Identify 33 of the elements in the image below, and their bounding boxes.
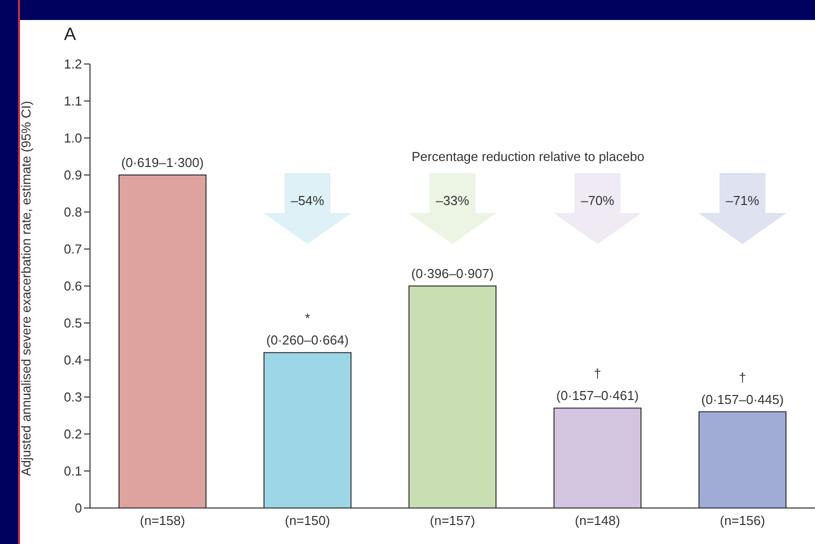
annotation: (0·396–0·907) (411, 266, 494, 281)
annotation: (0·157–0·445) (701, 392, 784, 407)
annotation: (0·157–0·461) (556, 388, 639, 404)
chart-title: A (64, 24, 76, 45)
y-tick-label: 0.6 (64, 278, 82, 294)
x-tick-label: (n=157) (430, 513, 476, 528)
y-axis-title: Adjusted annualised severe exacerbation rate, estimate (95% CI) (18, 100, 34, 476)
annotation: Percentage reduction relative to placebo (410, 149, 646, 164)
annotation: † (594, 366, 602, 382)
y-tick-label: 0 (74, 500, 82, 516)
x-tick-label: (n=148) (574, 513, 620, 528)
annotation: † (738, 370, 746, 385)
y-tick-label: 0.3 (64, 390, 82, 405)
annotation: –71% (726, 193, 760, 208)
annotation: –70% (580, 193, 615, 208)
y-tick-label: 0.4 (64, 352, 82, 368)
y-tick-label: 1.0 (64, 130, 82, 146)
y-tick-label: 0.2 (64, 426, 82, 442)
annotation: * (304, 310, 310, 326)
y-tick-label: 0.8 (64, 204, 82, 220)
y-tick-label: 0.7 (64, 242, 82, 257)
y-tick-label: 1.1 (64, 94, 82, 109)
annotation: (0·619–1·300) (121, 155, 204, 170)
annotation: (0·260–0·664) (266, 332, 349, 348)
x-tick-label: (n=150) (284, 513, 330, 528)
y-tick-label: 0.1 (64, 464, 82, 479)
y-tick-label: 1.2 (64, 56, 82, 72)
annotation: –33% (436, 193, 470, 208)
x-tick-label: (n=156) (720, 513, 766, 528)
x-tick-label: (n=158) (140, 513, 186, 528)
y-tick-label: 0.5 (64, 316, 82, 331)
y-tick-label: 0.9 (64, 168, 82, 183)
annotation: –54% (290, 193, 325, 208)
